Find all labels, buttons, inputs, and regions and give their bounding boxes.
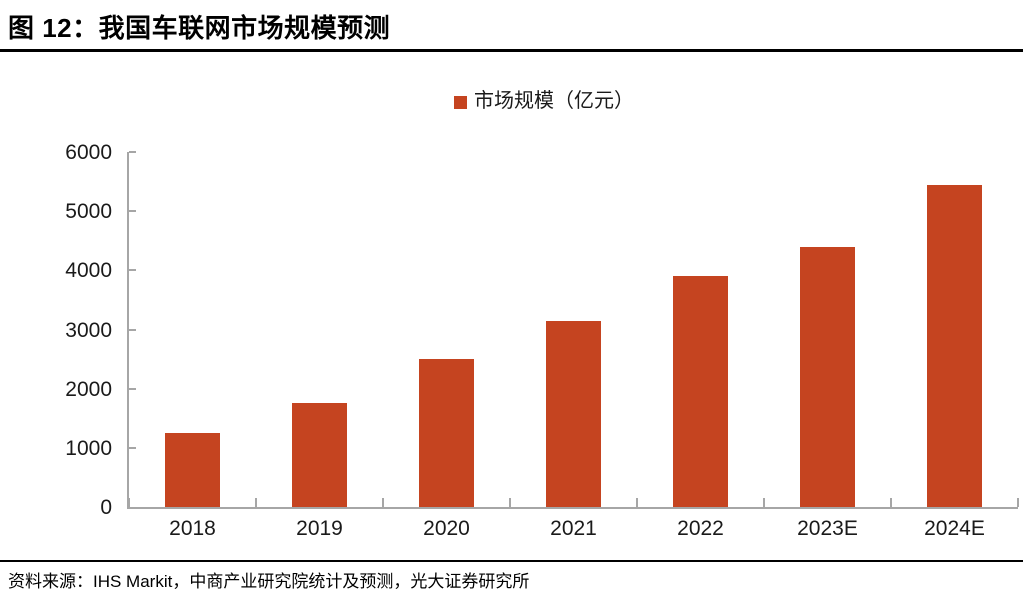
bar-2020	[419, 359, 474, 507]
x-axis-label: 2024E	[924, 517, 985, 540]
chart-legend: 市场规模（亿元）	[454, 90, 634, 112]
bar-2018	[165, 433, 220, 507]
y-axis-label: 3000	[65, 318, 112, 342]
x-axis-label: 2022	[677, 517, 724, 540]
y-axis-tick	[129, 446, 136, 449]
x-axis-tick	[636, 498, 638, 507]
y-axis-tick	[129, 269, 136, 272]
x-axis-label: 2019	[296, 517, 343, 540]
x-axis-label: 2021	[550, 517, 597, 540]
y-axis-tick	[129, 151, 136, 153]
y-axis-label: 4000	[65, 259, 112, 283]
legend-swatch-icon	[454, 95, 467, 109]
y-axis-line	[127, 152, 129, 509]
x-axis-tick	[1017, 498, 1019, 507]
bar-2024E	[927, 184, 982, 507]
title-divider	[0, 49, 1023, 52]
source-divider	[0, 560, 1023, 562]
bar-2022	[673, 276, 728, 507]
bar-2019	[292, 403, 347, 507]
x-axis-tick	[128, 498, 130, 507]
y-axis-tick	[129, 387, 136, 390]
y-axis-label: 1000	[65, 436, 112, 460]
x-axis-tick	[382, 498, 384, 507]
bar-2023E	[800, 246, 855, 507]
x-axis-tick	[890, 498, 892, 507]
y-axis-label: 5000	[65, 200, 112, 224]
bar-2021	[546, 320, 601, 507]
x-axis-tick	[509, 498, 511, 507]
x-axis-line	[127, 507, 1018, 509]
y-axis-label: 6000	[65, 141, 112, 164]
y-axis-tick	[129, 328, 136, 331]
x-axis-label: 2023E	[797, 517, 858, 540]
figure-title: 图 12：我国车联网市场规模预测	[8, 13, 391, 43]
x-axis-label: 2018	[169, 517, 216, 540]
source-note: 资料来源：IHS Markit，中商产业研究院统计及预测，光大证券研究所	[8, 572, 530, 591]
x-axis-tick	[255, 498, 257, 507]
legend-label: 市场规模（亿元）	[474, 90, 634, 112]
y-axis-tick	[129, 210, 136, 213]
y-axis-label: 2000	[65, 377, 112, 401]
y-axis-label: 0	[100, 496, 112, 519]
x-axis-label: 2020	[423, 517, 470, 540]
x-axis-tick	[763, 498, 765, 507]
